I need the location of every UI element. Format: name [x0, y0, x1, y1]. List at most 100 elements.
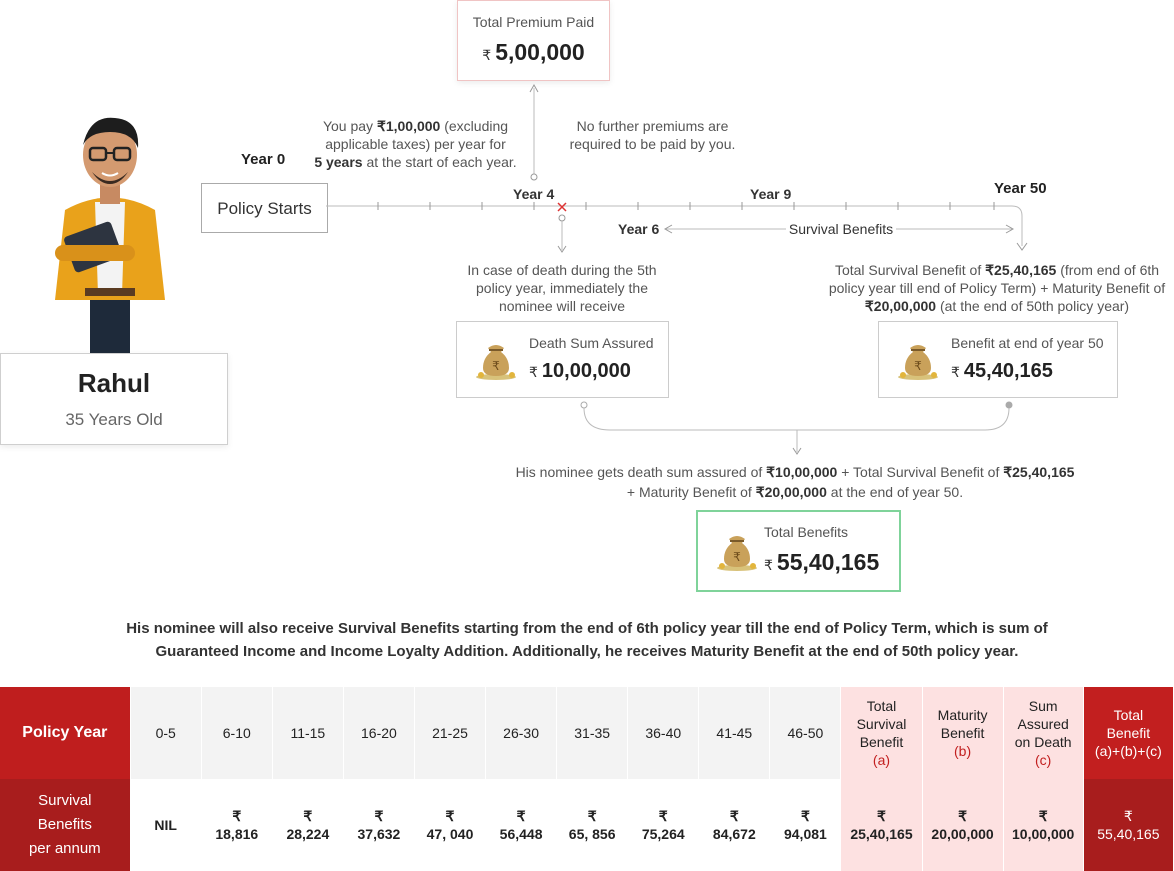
death-note-text: policy year, immediately the — [476, 280, 648, 296]
benefit-year50-label: Benefit at end of year 50 — [951, 335, 1104, 351]
svg-text:₹: ₹ — [914, 359, 922, 373]
header-sub: (a) — [872, 752, 891, 768]
premium-card: Total Premium Paid ₹5,00,000 — [457, 0, 610, 81]
sum-assured-header: Sum Assured on Death (c) — [1003, 687, 1084, 779]
pay-text: at the start of each year. — [362, 154, 517, 170]
timeline-lines — [326, 83, 1028, 455]
pay-text: (excluding — [440, 118, 509, 134]
year0-label: Year 0 — [241, 151, 286, 168]
year-cell: 41-45 — [698, 687, 771, 779]
benefit-year50-value: 45,40,165 — [963, 360, 1053, 382]
value-cell: NIL — [130, 779, 202, 871]
total-survival-value: ₹25,40,165 — [840, 779, 923, 871]
header-line: Benefit — [1106, 725, 1151, 741]
value-cell: ₹18,816 — [201, 779, 273, 871]
header-line: Sum — [1028, 698, 1058, 714]
header-line: Benefits — [37, 816, 92, 833]
pay-text: You pay — [322, 118, 377, 134]
no-further-note: No further premiums are required to be p… — [555, 117, 750, 153]
death-sum-label: Death Sum Assured — [529, 335, 654, 351]
survival-text: (from end of 6th — [1056, 262, 1160, 278]
year-cell: 6-10 — [201, 687, 273, 779]
death-sum-amount: ₹10,00,000 — [529, 360, 631, 383]
year9-label: Year 9 — [750, 186, 792, 202]
summary-text: His nominee will also receive Survival B… — [0, 617, 1174, 663]
currency-symbol: ₹ — [529, 364, 538, 380]
policy-year-header: Policy Year — [0, 687, 131, 779]
benefit-year50-card: ₹ Benefit at end of year 50 ₹45,40,165 — [878, 321, 1118, 398]
header-line: Assured — [1017, 716, 1069, 732]
header-line: Benefit — [940, 725, 985, 741]
survival-text: (at the end of 50th policy year) — [936, 298, 1130, 314]
header-line: Survival — [856, 716, 907, 732]
money-bag-icon: ₹ — [476, 345, 516, 380]
year-cell: 0-5 — [130, 687, 202, 779]
maturity-header: Maturity Benefit (b) — [922, 687, 1004, 779]
year6-label: Year 6 — [618, 221, 660, 237]
svg-text:₹: ₹ — [733, 550, 741, 564]
nominee-text: at the end of year 50. — [826, 484, 964, 500]
premium-amount: ₹5,00,000 — [458, 39, 609, 66]
currency-symbol: ₹ — [482, 47, 492, 63]
currency-symbol: ₹ — [764, 557, 773, 573]
total-survival-header: Total Survival Benefit (a) — [840, 687, 923, 779]
header-sub: (c) — [1035, 752, 1052, 768]
person-age: 35 Years Old — [65, 410, 163, 429]
header-line: Total — [866, 698, 897, 714]
value-cell: ₹28,224 — [272, 779, 344, 871]
nominee-text: + Total Survival Benefit of — [837, 464, 1004, 480]
nominee-text: His nominee gets death sum assured of — [515, 464, 767, 480]
death-cross-icon — [557, 202, 567, 212]
pay-text: applicable taxes) per year for — [325, 136, 506, 152]
svg-text:₹: ₹ — [492, 359, 500, 373]
header-sub: (b) — [954, 743, 972, 759]
value-cell: ₹56,448 — [485, 779, 558, 871]
death-sum-card: ₹ Death Sum Assured ₹10,00,000 — [456, 321, 669, 398]
sum-assured-value: ₹10,00,000 — [1003, 779, 1084, 871]
total-benefits-value: 55,40,165 — [776, 549, 880, 575]
nominee-amount: ₹20,00,000 — [755, 484, 827, 500]
survival-text: policy year till end of Policy Term) + M… — [828, 280, 1166, 296]
header-line: Benefit — [859, 734, 904, 750]
value-cell: ₹94,081 — [769, 779, 842, 871]
header-line: (a)+(b)+(c) — [1094, 743, 1162, 759]
year-cell: 11-15 — [272, 687, 344, 779]
survival-benefits-label: Survival Benefits — [786, 221, 896, 237]
value-cell: ₹47, 040 — [414, 779, 487, 871]
money-bag-icon: ₹ — [717, 536, 757, 571]
maturity-amount: ₹20,00,000 — [864, 298, 937, 314]
summary-line: His nominee will also receive Survival B… — [126, 620, 1048, 637]
pay-years: 5 years — [314, 154, 363, 170]
policy-starts-box: Policy Starts — [201, 183, 328, 233]
person-name: Rahul — [77, 368, 151, 398]
value-cell: ₹65, 856 — [556, 779, 629, 871]
total-benefits-label: Total Benefits — [764, 524, 849, 540]
profile-card: Rahul 35 Years Old — [0, 353, 228, 445]
benefit-year50-amount: ₹45,40,165 — [951, 360, 1053, 383]
year50-label: Year 50 — [994, 180, 1047, 197]
value-cell: ₹37,632 — [343, 779, 415, 871]
nominee-note: His nominee gets death sum assured of ₹1… — [480, 462, 1110, 502]
table-value-row: Survival Benefits per annum NIL ₹18,816 … — [0, 779, 1174, 871]
money-bag-icon: ₹ — [898, 345, 938, 380]
year-cell: 31-35 — [556, 687, 629, 779]
death-note-text: In case of death during the 5th — [467, 262, 657, 278]
value-cell: ₹75,264 — [627, 779, 700, 871]
death-note-text: nominee will receive — [498, 298, 626, 314]
currency-symbol: ₹ — [951, 364, 960, 380]
pay-amount: ₹1,00,000 — [376, 118, 441, 134]
year4-label: Year 4 — [513, 186, 555, 202]
policy-starts-label: Policy Starts — [217, 199, 312, 218]
nominee-text: + Maturity Benefit of — [626, 484, 756, 500]
avatar — [40, 110, 180, 355]
year-cell: 21-25 — [414, 687, 487, 779]
survival-note: Total Survival Benefit of ₹25,40,165 (fr… — [820, 261, 1174, 315]
header-line: Survival — [38, 792, 92, 809]
year-cell: 36-40 — [627, 687, 700, 779]
survival-text: Total Survival Benefit of — [834, 262, 986, 278]
table-header-row: Policy Year 0-5 6-10 11-15 16-20 21-25 2… — [0, 687, 1174, 779]
premium-value: 5,00,000 — [495, 39, 585, 65]
header-line: per annum — [28, 840, 101, 857]
total-benefit-header: Total Benefit (a)+(b)+(c) — [1083, 687, 1174, 779]
benefits-table: Policy Year 0-5 6-10 11-15 16-20 21-25 2… — [0, 687, 1174, 871]
